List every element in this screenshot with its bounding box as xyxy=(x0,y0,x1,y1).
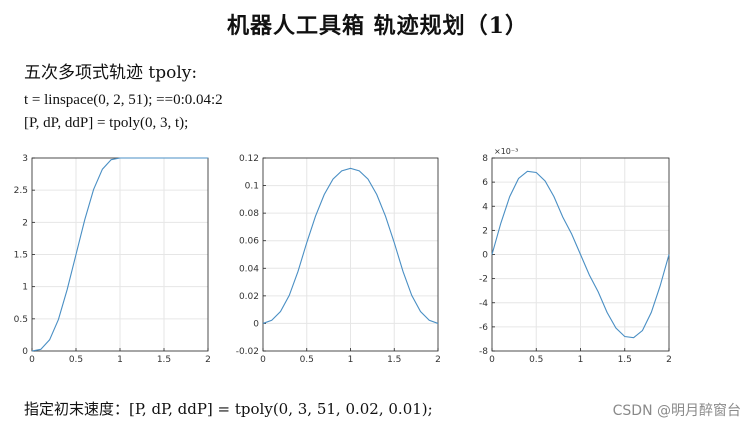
y-tick-label: 1.5 xyxy=(14,251,28,261)
section-subtitle: 五次多项式轨迹 tpoly: xyxy=(24,63,198,83)
y-tick-label: 2 xyxy=(482,226,488,236)
x-tick-label: 1 xyxy=(348,355,354,365)
y-tick-label: -2 xyxy=(479,275,488,285)
footer-note: 指定初末速度：[P, dP, ddP] = tpoly(0, 3, 51, 0.… xyxy=(24,400,433,418)
y-tick-label: 2 xyxy=(22,218,28,228)
y-tick-label: 3 xyxy=(22,154,28,164)
x-tick-label: 0 xyxy=(260,355,266,365)
y-tick-label: 0 xyxy=(253,319,259,329)
y-tick-label: 2.5 xyxy=(14,186,28,196)
watermark: CSDN @明月醉窗台 xyxy=(612,403,741,419)
position-chart: 0 0.5 1 1.5 2 0 0.5 1 1.5 2 2.5 3 xyxy=(14,154,211,365)
y-tick-label: 0.08 xyxy=(239,209,259,219)
x-tick-label: 0.5 xyxy=(69,355,83,365)
y-tick-label: -8 xyxy=(479,347,488,357)
code-line-linspace: t = linspace(0, 2, 51); ==0:0.04:2 xyxy=(24,92,223,108)
x-tick-label: 1.5 xyxy=(618,355,632,365)
y-tick-label: 0 xyxy=(482,251,488,261)
y-tick-label: 0 xyxy=(22,347,28,357)
y-tick-label: 0.12 xyxy=(239,154,259,164)
y-tick-label: 0.04 xyxy=(239,264,259,274)
series-line xyxy=(491,170,670,339)
x-tick-label: 1.5 xyxy=(157,355,171,365)
y-tick-label: 0.5 xyxy=(14,315,28,325)
page-title: 机器人工具箱 轨迹规划（1） xyxy=(227,13,528,39)
y-tick-label: 0.1 xyxy=(245,182,259,192)
y-tick-label: -6 xyxy=(479,323,488,333)
y-tick-label: 1 xyxy=(22,283,28,293)
x-tick-label: 0 xyxy=(29,355,35,365)
series-line xyxy=(262,167,439,324)
x-tick-label: 1 xyxy=(117,355,123,365)
y-tick-label: 4 xyxy=(482,202,488,212)
x-tick-label: 0.5 xyxy=(300,355,314,365)
y-exponent-label: ×10⁻³ xyxy=(494,147,518,156)
series-line xyxy=(31,157,208,352)
x-tick-label: 0.5 xyxy=(529,355,543,365)
y-tick-label: 6 xyxy=(482,178,488,188)
code-line-tpoly: [P, dP, ddP] = tpoly(0, 3, t); xyxy=(24,115,189,131)
y-tick-label: -4 xyxy=(479,299,488,309)
y-tick-label: 8 xyxy=(482,154,488,164)
x-tick-label: 1 xyxy=(578,355,584,365)
y-tick-label: -0.02 xyxy=(236,347,259,357)
x-tick-label: 1.5 xyxy=(387,355,401,365)
y-tick-label: 0.02 xyxy=(239,292,259,302)
x-tick-label: 0 xyxy=(489,355,495,365)
x-tick-label: 2 xyxy=(666,355,672,365)
acceleration-chart: 0 0.5 1 1.5 2 -8 -6 -4 -2 0 2 4 6 8 ×10⁻³ xyxy=(479,147,672,365)
y-tick-label: 0.06 xyxy=(239,237,259,247)
x-tick-label: 2 xyxy=(205,355,211,365)
x-tick-label: 2 xyxy=(435,355,441,365)
